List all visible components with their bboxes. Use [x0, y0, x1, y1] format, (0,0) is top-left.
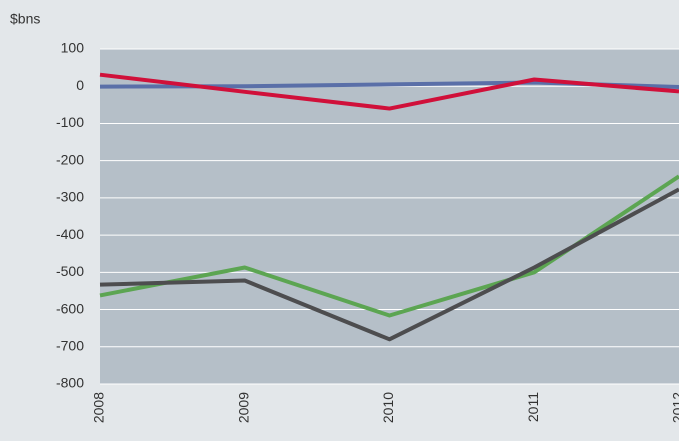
x-tick-label: 2012	[670, 392, 679, 423]
y-tick-label: -800	[56, 375, 84, 391]
y-tick-label: 100	[61, 40, 85, 56]
x-tick-label: 2008	[91, 392, 107, 423]
y-tick-label: -100	[56, 114, 84, 130]
x-tick-label: 2009	[235, 392, 251, 423]
series-line	[99, 72, 679, 111]
y-tick-label: -600	[56, 300, 84, 316]
y-axis-label: $bns	[10, 11, 40, 27]
plot-area	[100, 49, 679, 384]
series-line	[99, 187, 679, 342]
y-tick-label: -500	[56, 263, 84, 279]
y-tick-label: -400	[56, 226, 84, 242]
x-tick-label: 2011	[525, 392, 541, 422]
y-tick-label: -200	[56, 151, 84, 167]
y-tick-label: 0	[76, 77, 84, 93]
x-tick-label: 2010	[380, 392, 396, 423]
y-tick-label: -300	[56, 189, 84, 205]
y-tick-label: -700	[56, 337, 84, 353]
